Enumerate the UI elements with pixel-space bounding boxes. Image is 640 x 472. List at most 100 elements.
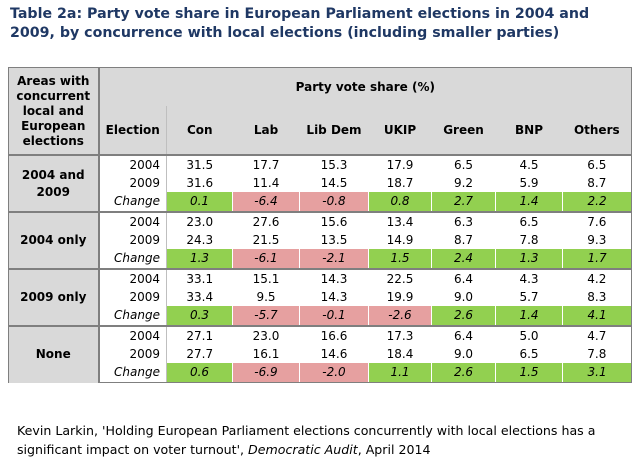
value-cell: 8.7 (453, 233, 474, 247)
value-cell: 21.5 (252, 233, 280, 247)
table-row: Change 0.6 -6.9 -2.0 1.1 2.6 1.5 3.1 (9, 363, 633, 383)
table-row: 2009 only 2004 33.1 15.1 14.3 22.5 6.4 4.3 4.2 (8, 268, 633, 326)
value-cell: 16.6 (299, 325, 369, 345)
value-cell: 11.4 (252, 176, 280, 190)
value-cell: 27.7 (186, 347, 214, 361)
election-cell: Change (98, 192, 167, 212)
table-row: None 2004 27.1 23.0 16.6 17.3 6.4 5.0 4.7 (8, 325, 633, 383)
table-row: 2009 31.6 11.4 14.5 18.7 9.2 5.9 8.7 (9, 174, 633, 192)
value-cell: 14.9 (386, 233, 414, 247)
election-cell: 2009 (98, 345, 167, 363)
value-cell: 9.0 (453, 290, 474, 304)
table-row: 2009 33.4 9.5 14.3 19.9 9.0 5.7 8.3 (9, 288, 633, 306)
area-label: None (8, 325, 100, 383)
value-cell: 9.0 (453, 347, 474, 361)
change-cell: 0.3 (166, 306, 233, 326)
value-cell: 6.4 (431, 268, 496, 288)
value-cell: 15.3 (299, 154, 369, 174)
value-cell: 16.1 (252, 347, 280, 361)
source-prefix: Kevin Larkin, 'Holding European Parliame… (17, 423, 596, 457)
value-cell: 23.0 (232, 325, 300, 345)
table-row: Change 0.3 -5.7 -0.1 -2.6 2.6 1.4 4.1 (9, 306, 633, 326)
value-cell: 14.5 (320, 176, 348, 190)
election-cell: 2004 (98, 325, 167, 345)
value-cell: 23.0 (166, 211, 233, 231)
value-cell: 27.6 (232, 211, 300, 231)
value-cell: 8.7 (562, 174, 633, 192)
change-cell: 1.7 (561, 249, 633, 269)
table-row: 2004 only 2004 23.0 27.6 15.6 13.4 6.3 6.5 7.6 (8, 211, 633, 269)
party-header: Lib Dem (306, 123, 362, 137)
value-cell: 5.9 (519, 176, 539, 190)
election-cell: 2009 (98, 288, 167, 306)
election-cell: Change (98, 306, 167, 326)
change-cell: 1.1 (368, 363, 432, 383)
value-cell: 13.5 (320, 233, 348, 247)
change-cell: 2.6 (431, 363, 496, 383)
election-cell: Change (98, 249, 167, 269)
table-row: Change 1.3 -6.1 -2.1 1.5 2.4 1.3 1.7 (9, 249, 633, 269)
party-header: BNP (515, 123, 543, 137)
change-cell: 0.1 (166, 192, 233, 212)
change-cell: -2.6 (368, 306, 432, 326)
election-cell: 2009 (98, 174, 167, 192)
election-cell: 2004 (98, 268, 167, 288)
value-cell: 15.6 (299, 211, 369, 231)
vote-share-table: Areas with concurrent local and European… (8, 67, 633, 383)
value-cell: 18.4 (386, 347, 414, 361)
value-cell: 5.0 (495, 325, 563, 345)
value-cell: 4.2 (562, 268, 633, 288)
value-cell: 27.1 (166, 325, 233, 345)
value-cell: 8.3 (562, 288, 633, 306)
source-suffix: , April 2014 (357, 442, 431, 457)
party-vote-share-header: Party vote share (%) (98, 67, 633, 106)
value-cell: 22.5 (368, 268, 432, 288)
table-title: Table 2a: Party vote share in European P… (10, 6, 590, 41)
value-cell: 7.8 (519, 233, 539, 247)
table-row: 2004 and 2009 2004 31.5 17.7 15.3 17.9 6.5 4.5 6… (8, 154, 633, 212)
value-cell: 7.6 (562, 211, 633, 231)
area-label: 2009 only (8, 268, 100, 326)
value-cell: 4.3 (495, 268, 563, 288)
value-cell: 15.1 (232, 268, 300, 288)
change-cell: -2.0 (299, 363, 369, 383)
change-cell: 2.6 (431, 306, 496, 326)
change-cell: 1.3 (495, 249, 563, 269)
change-cell: 0.6 (166, 363, 233, 383)
value-cell: 31.6 (186, 176, 214, 190)
value-cell: 24.3 (186, 233, 214, 247)
change-cell: -6.1 (232, 249, 300, 269)
table-row: 2009 24.3 21.5 13.5 14.9 8.7 7.8 9.3 (9, 231, 633, 249)
change-cell: -6.9 (232, 363, 300, 383)
value-cell: 13.4 (368, 211, 432, 231)
value-cell: 6.5 (431, 154, 496, 174)
change-cell: 1.3 (166, 249, 233, 269)
value-cell: 9.2 (453, 176, 474, 190)
value-cell: 5.7 (519, 290, 539, 304)
change-cell: 2.4 (431, 249, 496, 269)
value-cell: 9.5 (256, 290, 276, 304)
change-cell: -0.8 (299, 192, 369, 212)
party-header: Lab (253, 123, 279, 137)
table-row: Change 0.1 -6.4 -0.8 0.8 2.7 1.4 2.2 (9, 192, 633, 212)
value-cell: 7.8 (562, 345, 633, 363)
change-cell: 2.7 (431, 192, 496, 212)
change-cell: -6.4 (232, 192, 300, 212)
party-header: Con (186, 123, 213, 137)
column-header-row: Election Con Lab Lib Dem UKIP Green BNP Others (8, 106, 633, 155)
party-header: UKIP (383, 123, 417, 137)
change-cell: -5.7 (232, 306, 300, 326)
area-label: 2004 and 2009 (8, 154, 100, 212)
change-cell: 1.5 (368, 249, 432, 269)
party-header: Green (443, 123, 484, 137)
value-cell: 14.3 (299, 268, 369, 288)
table-body: 2004 and 2009 2004 31.5 17.7 15.3 17.9 6.5 4.5 6… (8, 154, 633, 383)
value-cell: 14.6 (320, 347, 348, 361)
change-cell: 0.8 (368, 192, 432, 212)
value-cell: 6.5 (562, 154, 633, 174)
value-cell: 6.5 (495, 211, 563, 231)
value-cell: 17.9 (368, 154, 432, 174)
value-cell: 14.3 (320, 290, 348, 304)
value-cell: 9.3 (562, 231, 633, 249)
change-cell: 4.1 (561, 306, 633, 326)
